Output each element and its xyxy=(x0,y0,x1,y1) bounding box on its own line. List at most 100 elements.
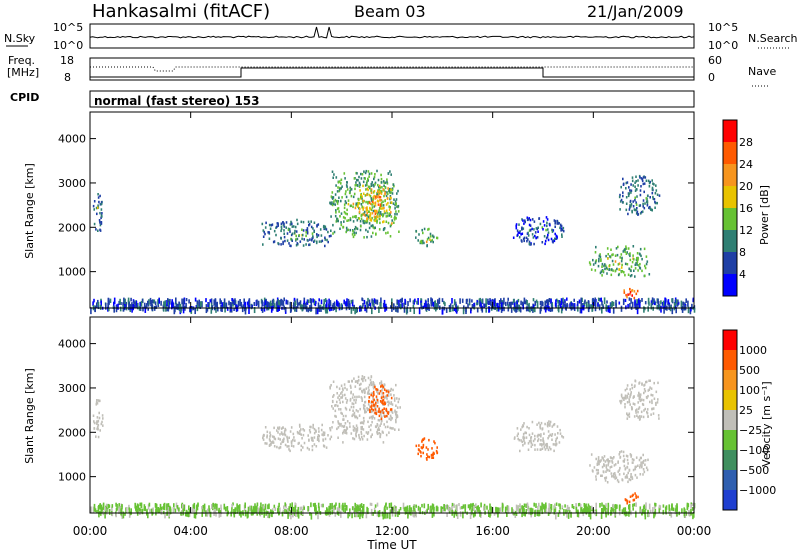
echo-cell xyxy=(426,453,428,456)
echo-cell xyxy=(400,298,402,303)
echo-cell xyxy=(322,503,324,508)
echo-cell xyxy=(624,507,626,512)
echo-cell xyxy=(273,229,276,233)
echo-cell xyxy=(630,406,633,409)
echo-cell xyxy=(403,307,406,313)
colorbar-tick-label: 16 xyxy=(739,202,753,215)
echo-cell xyxy=(547,436,549,440)
echo-cell xyxy=(637,410,639,414)
echo-cell xyxy=(434,300,437,306)
echo-cell xyxy=(433,235,435,239)
echo-cell xyxy=(517,231,520,234)
echo-cell xyxy=(358,383,361,387)
echo-cell xyxy=(361,427,363,431)
echo-cell xyxy=(376,221,378,224)
echo-cell xyxy=(630,191,632,194)
echo-cell xyxy=(641,465,643,469)
echo-cell xyxy=(372,382,375,385)
echo-cell xyxy=(425,300,427,308)
echo-cell xyxy=(357,379,360,382)
echo-cell xyxy=(283,437,285,441)
echo-cell xyxy=(426,508,428,514)
echo-cell xyxy=(390,396,393,400)
echo-cell xyxy=(620,253,623,256)
echo-cell xyxy=(286,445,288,448)
echo-cell xyxy=(343,424,346,428)
echo-cell xyxy=(266,510,269,515)
echo-cell xyxy=(652,507,654,511)
echo-cell xyxy=(326,299,328,307)
echo-cell xyxy=(371,400,373,403)
echo-cell xyxy=(394,410,396,414)
echo-cell xyxy=(273,303,276,308)
echo-cell xyxy=(352,235,355,239)
echo-cell xyxy=(345,302,348,307)
echo-cell xyxy=(305,301,308,306)
echo-cell xyxy=(639,176,641,179)
echo-cell xyxy=(643,247,646,251)
echo-cell xyxy=(514,307,516,312)
echo-cell xyxy=(427,236,430,240)
echo-cell xyxy=(488,300,490,306)
echo-cell xyxy=(267,512,269,519)
echo-cell xyxy=(483,506,485,511)
echo-cell xyxy=(633,290,636,293)
echo-cell xyxy=(587,300,590,304)
echo-cell xyxy=(316,235,318,239)
echo-cell xyxy=(365,410,367,414)
echo-cell xyxy=(525,306,528,312)
colorbar-segment xyxy=(723,142,737,164)
echo-cell xyxy=(355,227,358,230)
echo-cell xyxy=(389,187,391,191)
echo-cell xyxy=(310,220,312,223)
echo-cell xyxy=(348,304,351,310)
power-colorbar-label: Power [dB] xyxy=(758,185,771,245)
echo-cell xyxy=(336,507,339,513)
echo-cell xyxy=(345,201,347,205)
echo-cell xyxy=(99,221,101,224)
echo-cell xyxy=(212,502,214,507)
echo-cell xyxy=(334,214,337,218)
echo-cell xyxy=(558,510,561,514)
echo-cell xyxy=(358,181,361,185)
echo-cell xyxy=(551,307,553,312)
echo-cell xyxy=(536,423,538,426)
echo-cell xyxy=(371,417,373,420)
echo-cell xyxy=(639,302,641,309)
echo-cell xyxy=(367,230,369,233)
echo-cell xyxy=(243,307,246,312)
echo-cell xyxy=(355,203,357,207)
echo-cell xyxy=(167,504,169,512)
echo-cell xyxy=(196,504,199,511)
echo-cell xyxy=(367,431,370,434)
echo-cell xyxy=(597,297,600,302)
echo-cell xyxy=(336,200,339,203)
echo-cell xyxy=(646,410,648,414)
echo-cell xyxy=(604,460,607,463)
echo-cell xyxy=(261,222,264,226)
echo-cell xyxy=(148,502,151,507)
echo-cell xyxy=(350,299,353,304)
echo-cell xyxy=(199,305,202,309)
echo-cell xyxy=(375,232,377,235)
echo-cell xyxy=(363,213,365,216)
echo-cell xyxy=(391,403,394,406)
echo-cell xyxy=(377,193,380,196)
echo-cell xyxy=(611,475,613,478)
echo-cell xyxy=(264,226,267,229)
echo-cell xyxy=(549,424,551,427)
echo-cell xyxy=(530,243,532,246)
echo-cell xyxy=(476,300,479,304)
echo-cell xyxy=(625,293,627,297)
echo-cell xyxy=(362,208,364,211)
echo-cell xyxy=(381,384,384,387)
echo-cell xyxy=(224,305,226,313)
echo-cell xyxy=(422,451,424,455)
echo-cell xyxy=(628,297,631,301)
echo-cell xyxy=(386,397,388,400)
echo-cell xyxy=(626,502,628,505)
echo-cell xyxy=(324,225,327,228)
echo-cell xyxy=(356,395,358,399)
echo-cell xyxy=(525,299,527,304)
echo-cell xyxy=(441,307,444,315)
